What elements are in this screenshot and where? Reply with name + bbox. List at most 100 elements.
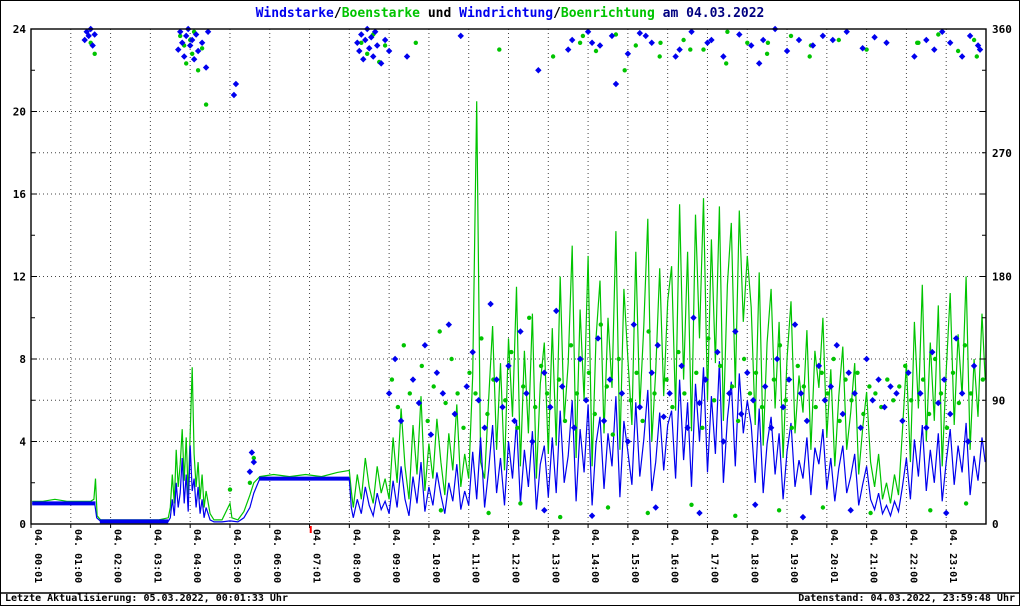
gust-direction-marker [515, 425, 520, 430]
gust-direction-marker [909, 398, 914, 403]
wind-direction-marker [795, 36, 803, 44]
gust-direction-marker [227, 487, 233, 492]
wind-direction-marker [929, 348, 936, 356]
wind-direction-marker [899, 417, 906, 425]
wind-direction-marker [875, 376, 882, 383]
gust-direction-marker [497, 47, 502, 52]
wind-direction-marker [839, 410, 846, 418]
wind-direction-marker [362, 36, 369, 44]
gust-direction-marker [745, 40, 750, 45]
gust-direction-marker [681, 37, 686, 43]
gust-direction-marker [658, 40, 663, 45]
wind-direction-marker [941, 376, 948, 383]
wind-direction-marker [970, 362, 978, 370]
gust-direction-marker [980, 377, 985, 382]
wind-direction-marker [976, 46, 984, 53]
wind-direction-marker [748, 42, 755, 49]
wind-direction-marker [666, 390, 673, 397]
wind-direction-marker [182, 32, 190, 40]
wind-direction-marker [799, 513, 807, 521]
wind-direction-marker [923, 36, 930, 44]
wind-direction-marker [517, 328, 524, 335]
wind-direction-marker [833, 342, 840, 349]
gust-direction-marker [203, 102, 209, 107]
gust-direction-marker [962, 343, 968, 348]
wind-direction-marker [791, 321, 799, 328]
wind-direction-marker [535, 67, 542, 74]
wind-direction-marker [883, 39, 890, 46]
wind-direction-marker [377, 60, 385, 67]
gust-direction-marker [819, 370, 824, 375]
wind-direction-marker [809, 42, 817, 49]
gust-direction-marker [682, 391, 687, 396]
gust-direction-marker [184, 61, 189, 66]
gust-direction-marker [843, 377, 848, 382]
gust-direction-marker [955, 48, 961, 54]
wind-direction-marker [186, 42, 194, 49]
wind-direction-marker [588, 512, 596, 519]
wind-direction-marker [385, 47, 393, 55]
wind-direction-marker [744, 369, 751, 376]
gust-direction-marker [706, 336, 711, 341]
wind-direction-marker [381, 36, 389, 44]
wind-direction-marker [204, 28, 212, 35]
wind-direction-marker [584, 28, 592, 35]
wind-direction-marker [732, 328, 739, 335]
x-axis-label: 04. 02:00 [112, 529, 123, 583]
gust-direction-marker [190, 51, 195, 56]
wind-direction-marker [246, 468, 254, 475]
gust-direction-marker [616, 356, 621, 362]
gust-direction-marker [718, 363, 723, 369]
wind-direction-marker [779, 403, 787, 411]
gust-direction-marker [419, 363, 424, 369]
wind-direction-marker [600, 417, 608, 425]
wind-direction-marker [654, 342, 661, 349]
gust-direction-marker [867, 384, 872, 389]
wind-direction-marker [869, 397, 876, 404]
wind-direction-marker [594, 335, 602, 342]
chart-title: Windstarke/Boenstarke und Windrichtung/B… [1, 6, 1019, 21]
title-boenstarke: Boenstarke [341, 6, 420, 21]
wind-direction-marker [636, 403, 644, 411]
wind-direction-marker [439, 390, 447, 397]
gust-direction-marker [628, 398, 633, 403]
wind-direction-marker [371, 28, 379, 35]
gust-direction-marker [437, 329, 442, 334]
wind-direction-marker [815, 362, 823, 370]
wind-direction-marker [250, 458, 258, 466]
wind-direction-marker [175, 46, 182, 53]
wind-direction-marker [618, 390, 626, 397]
gust-direction-marker [724, 61, 729, 66]
y-axis-right-label: 0 [992, 518, 999, 531]
wind-direction-marker [726, 390, 733, 397]
wind-direction-marker [630, 321, 638, 328]
wind-direction-marker [493, 376, 500, 383]
wind-direction-marker [958, 53, 966, 60]
wind-direction-marker [354, 39, 361, 46]
wind-direction-marker [946, 39, 954, 46]
gust-direction-marker [783, 398, 788, 403]
gust-direction-marker [605, 505, 611, 510]
wind-direction-marker [859, 45, 866, 52]
wind-direction-marker [409, 376, 417, 383]
x-axis-label: 04. 01:00 [72, 529, 83, 583]
wind-direction-marker [845, 369, 852, 376]
gust-direction-marker [795, 363, 800, 369]
gust-direction-marker [574, 391, 580, 396]
wind-direction-marker [511, 417, 518, 425]
wind-direction-marker [358, 31, 365, 38]
y-axis-left-label: 8 [19, 353, 26, 366]
y-axis-right-label: 180 [992, 271, 1012, 284]
gust-direction-marker [449, 356, 454, 362]
title-und: und [420, 6, 460, 21]
wind-direction-marker [847, 507, 854, 514]
wind-direction-marker [797, 390, 805, 397]
gust-direction-marker [897, 384, 902, 389]
wind-direction-marker [648, 39, 655, 46]
gust-direction-marker [195, 68, 201, 73]
title-slash2: / [553, 6, 561, 21]
gust-direction-marker [944, 425, 950, 430]
wind-direction-marker [499, 403, 506, 411]
x-axis-label: 04. 11:00 [470, 529, 481, 583]
gust-direction-marker [178, 33, 183, 39]
